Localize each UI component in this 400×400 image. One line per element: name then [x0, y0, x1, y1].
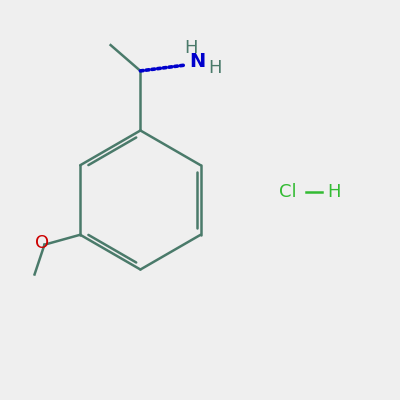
- Text: H: H: [328, 183, 341, 201]
- Text: H: H: [208, 59, 222, 77]
- Text: H: H: [184, 39, 198, 57]
- Text: N: N: [189, 52, 205, 71]
- Text: O: O: [36, 234, 50, 252]
- Text: Cl: Cl: [278, 183, 296, 201]
